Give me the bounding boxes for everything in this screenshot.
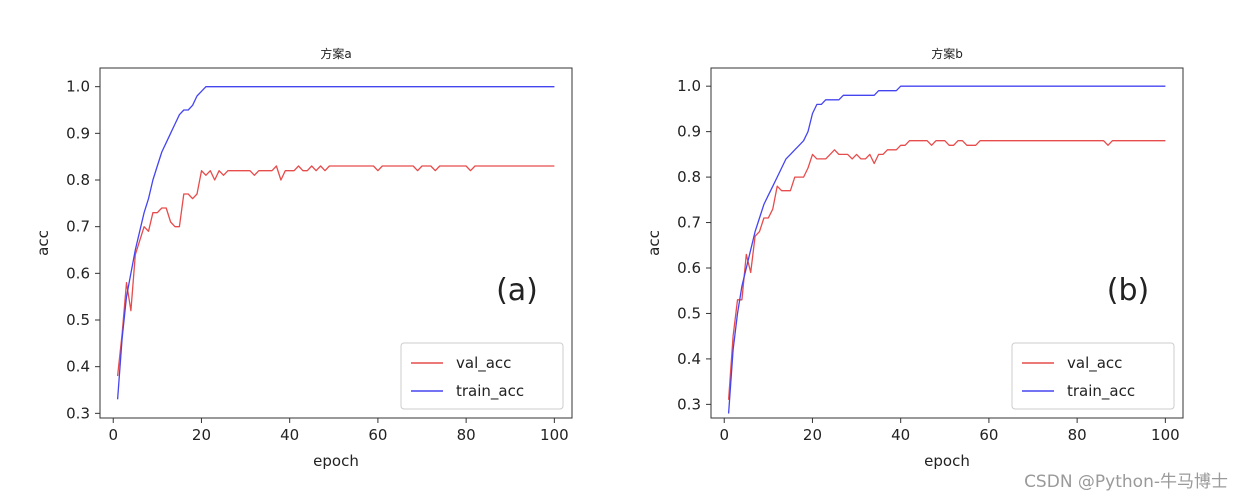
x-tick-label: 0	[108, 426, 118, 444]
series-line-val_acc	[727, 140, 1166, 400]
legend: val_acc train_acc	[400, 342, 564, 410]
x-tick-label: 0	[719, 426, 729, 444]
x-axis-label: epoch	[924, 452, 970, 470]
y-tick-label: 0.5	[677, 304, 701, 322]
x-axis-label: epoch	[313, 452, 359, 470]
plot-frame	[99, 67, 573, 419]
legend-label-val_acc: val_acc	[456, 354, 511, 373]
y-tick-label: 0.4	[677, 350, 701, 368]
x-tick-label: 40	[280, 426, 299, 444]
legend-label-val_acc: val_acc	[1067, 354, 1122, 373]
x-tick-label: 60	[368, 426, 387, 444]
y-tick-label: 0.9	[677, 123, 701, 141]
legend: val_acc train_acc	[1011, 342, 1175, 410]
x-tick-label: 100	[540, 426, 569, 444]
y-tick-label: 0.6	[66, 264, 90, 282]
y-tick-label: 0.7	[677, 214, 701, 232]
y-tick-label: 0.6	[677, 259, 701, 277]
x-tick-label: 40	[891, 426, 910, 444]
y-tick-label: 0.7	[66, 218, 90, 236]
y-tick-label: 0.3	[66, 404, 90, 422]
chart-title: 方案b	[931, 46, 963, 61]
y-tick-label: 0.8	[677, 168, 701, 186]
y-tick-label: 0.4	[66, 358, 90, 376]
x-tick-label: 100	[1151, 426, 1180, 444]
legend-label-train_acc: train_acc	[1067, 382, 1135, 401]
panel-annotation: (a)	[496, 273, 538, 308]
watermark: CSDN @Python-牛马博士	[1024, 472, 1228, 492]
y-axis-label: acc	[34, 230, 52, 256]
y-tick-label: 1.0	[677, 77, 701, 95]
panel-annotation: (b)	[1107, 273, 1149, 308]
y-axis-label: acc	[645, 230, 663, 256]
legend-frame	[400, 342, 564, 410]
series-line-train_acc	[727, 85, 1166, 414]
y-tick-label: 0.5	[66, 311, 90, 329]
x-tick-label: 60	[979, 426, 998, 444]
legend-frame	[1011, 342, 1175, 410]
chart-panel-1: 方案a 0 20 40 60 80 100 0.3 0.4 0.5 0.6 0.7 0.8 0.9 1.0 e…	[34, 46, 573, 470]
y-tick-label: 0.3	[677, 395, 701, 413]
chart-panel-2: 方案b 0 20 40 60 80 100 0.3 0.4 0.5 0.6 0.7 0.8 0.9 1.0 e…	[645, 46, 1184, 470]
x-tick-label: 80	[457, 426, 476, 444]
x-tick-label: 20	[803, 426, 822, 444]
y-tick-label: 1.0	[66, 78, 90, 96]
series-line-train_acc	[116, 86, 555, 400]
y-tick-label: 0.9	[66, 124, 90, 142]
legend-label-train_acc: train_acc	[456, 382, 524, 401]
chart-title: 方案a	[320, 46, 351, 61]
x-tick-label: 20	[192, 426, 211, 444]
x-tick-label: 80	[1068, 426, 1087, 444]
series-line-val_acc	[116, 165, 555, 377]
plot-frame	[710, 67, 1184, 419]
y-tick-label: 0.8	[66, 171, 90, 189]
